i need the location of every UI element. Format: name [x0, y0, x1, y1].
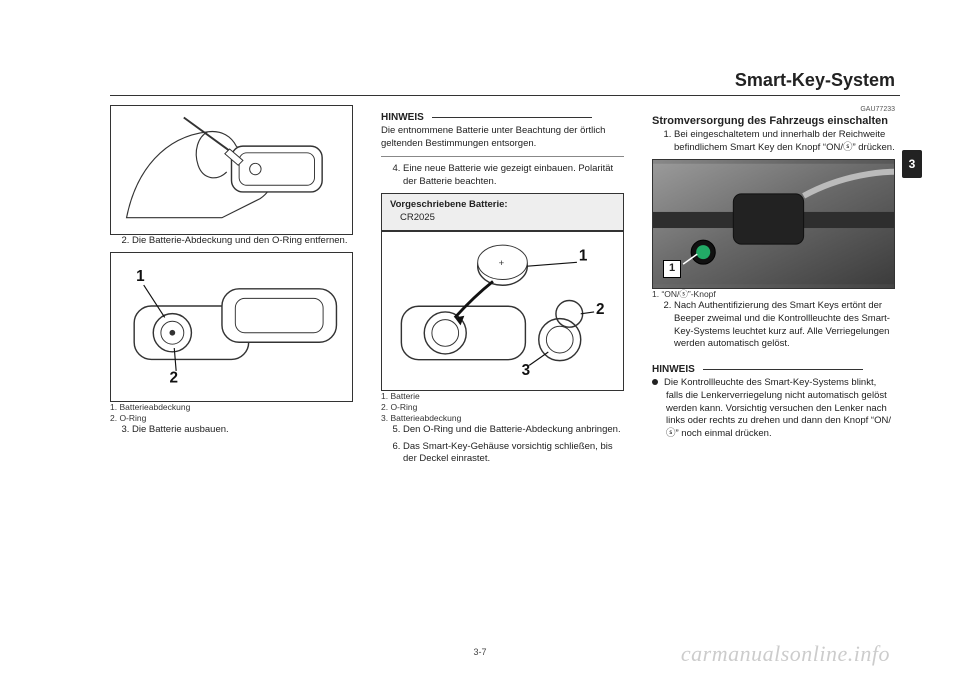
hinweis-body: Die entnommene Batterie unter Beachtung … — [381, 125, 624, 151]
battery-spec-title: Vorgeschriebene Batterie: — [390, 199, 615, 212]
hinweis-heading-2: HINWEIS — [652, 363, 695, 377]
svg-text:2: 2 — [596, 301, 604, 318]
hinweis-heading-row-2: HINWEIS — [652, 357, 895, 377]
watermark: carmanualsonline.info — [681, 641, 890, 667]
hinweis-heading: HINWEIS — [381, 111, 424, 125]
section-title: Stromversorgung des Fahrzeugs einschalte… — [652, 114, 895, 129]
steps-col3-b: Nach Authentifizierung des Smart Keys er… — [652, 300, 895, 351]
step-2: Die Batterie-Abdeckung und den O-Ring en… — [132, 235, 353, 248]
figure-battery-insert: + 1 2 3 — [381, 231, 624, 391]
manual-page: Smart-Key-System 3 — [0, 0, 960, 679]
column-3: GAU77233 Stromversorgung des Fahrzeugs e… — [652, 105, 895, 639]
figure-on-button-photo: 1 — [652, 159, 895, 289]
hinweis-heading-rule-2 — [703, 369, 863, 370]
svg-text:1: 1 — [136, 268, 145, 285]
hinweis-heading-row: HINWEIS — [381, 105, 624, 125]
steps-col3-a: Bei eingeschaltetem und innerhalb der Re… — [652, 129, 895, 155]
title-rule — [110, 95, 900, 96]
chapter-tab: 3 — [902, 150, 922, 178]
svg-text:1: 1 — [579, 247, 588, 264]
step-6: Das Smart-Key-Gehäuse vorsichtig schließ… — [403, 441, 624, 467]
steps-col1-a: Die Batterie-Abdeckung und den O-Ring en… — [110, 235, 353, 248]
svg-text:2: 2 — [169, 369, 177, 386]
fig-label-b3: 3. Batterieabdeckung — [381, 413, 624, 424]
figure-on-button-label: 1. “ON/ⓢ”-Knopf — [652, 289, 895, 300]
hinweis-bullet: Die Kontrollleuchte des Smart-Key-System… — [666, 377, 895, 441]
figure-battery-labels: 1. Batterie 2. O-Ring 3. Batterieabdecku… — [381, 391, 624, 424]
step-c1: Bei eingeschaltetem und innerhalb der Re… — [674, 129, 895, 155]
fig-label-b1: 1. Batterie — [381, 391, 624, 402]
svg-text:+: + — [499, 258, 505, 269]
battery-spec-box: Vorgeschriebene Batterie: CR2025 — [381, 193, 624, 231]
page-title: Smart-Key-System — [735, 70, 895, 91]
steps-col1-b: Die Batterie ausbauen. — [110, 424, 353, 437]
step-4: Eine neue Batterie wie gezeigt einbauen.… — [403, 163, 624, 189]
steps-col2-a: Eine neue Batterie wie gezeigt einbauen.… — [381, 163, 624, 189]
figure-cover-oring-labels: 1. Batterieabdeckung 2. O-Ring — [110, 402, 353, 424]
figure-cover-oring: 1 2 — [110, 252, 353, 402]
step-5: Den O-Ring und die Batterie-Abdeckung an… — [403, 424, 624, 437]
column-1: Die Batterie-Abdeckung und den O-Ring en… — [110, 105, 353, 639]
on-button-photo-overlay — [653, 160, 894, 288]
content-columns: Die Batterie-Abdeckung und den O-Ring en… — [110, 105, 895, 639]
hinweis-list: Die Kontrollleuchte des Smart-Key-System… — [652, 377, 895, 441]
step-c2: Nach Authentifizierung des Smart Keys er… — [674, 300, 895, 351]
fig-label-1: 1. Batterieabdeckung — [110, 402, 353, 413]
fig-label-b2: 2. O-Ring — [381, 402, 624, 413]
section-code: GAU77233 — [652, 105, 895, 114]
step-3: Die Batterie ausbauen. — [132, 424, 353, 437]
steps-col2-b: Den O-Ring und die Batterie-Abdeckung an… — [381, 424, 624, 466]
photo-callout-1: 1 — [663, 260, 681, 278]
page-number: 3-7 — [473, 647, 486, 657]
fig-label-2: 2. O-Ring — [110, 413, 353, 424]
cover-oring-illustration: 1 2 — [117, 259, 346, 395]
battery-spec-value: CR2025 — [390, 212, 615, 225]
key-open-illustration — [117, 112, 346, 228]
figure-key-open — [110, 105, 353, 235]
hinweis-heading-rule — [432, 117, 592, 118]
battery-insert-illustration: + 1 2 3 — [388, 238, 617, 384]
svg-text:3: 3 — [522, 362, 530, 379]
fig-label-on: 1. “ON/ⓢ”-Knopf — [652, 289, 895, 300]
column-2: HINWEIS Die entnommene Batterie unter Be… — [381, 105, 624, 639]
hinweis-end-rule — [381, 156, 624, 157]
